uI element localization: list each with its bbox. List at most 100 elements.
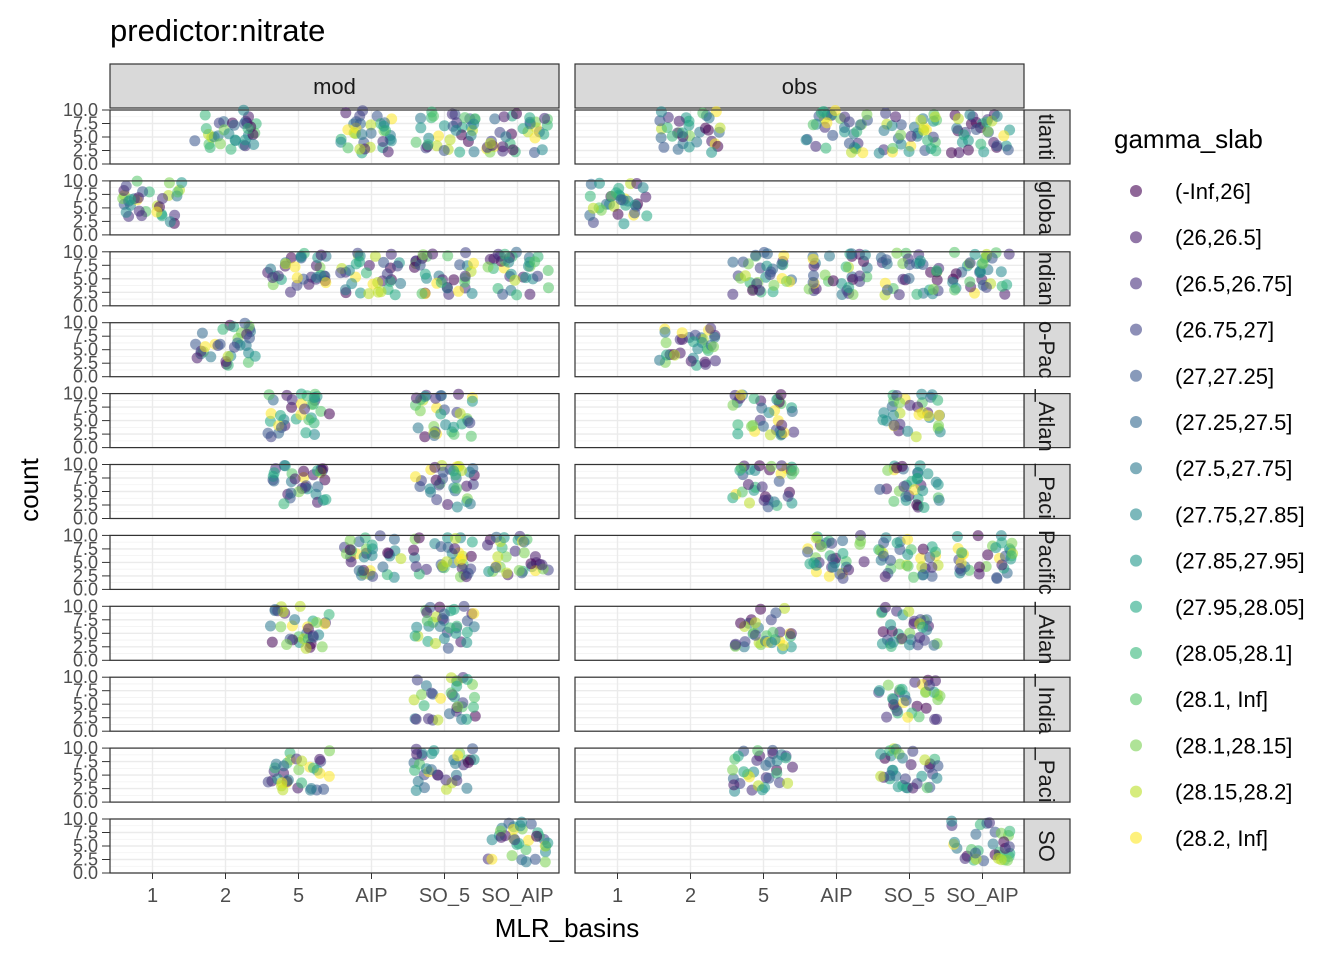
scatter-point <box>324 745 335 757</box>
scatter-point <box>465 430 477 442</box>
scatter-point <box>996 559 1008 571</box>
scatter-point <box>594 177 605 189</box>
scatter-point <box>946 815 958 827</box>
scatter-point <box>933 409 945 421</box>
legend-label: (26.5,26.75] <box>1175 271 1292 296</box>
scatter-point <box>385 248 397 260</box>
y-tick-label: 5.0 <box>73 127 98 147</box>
scatter-point <box>438 633 450 644</box>
scatter-point <box>641 210 653 222</box>
panel-SO-mod <box>109 816 560 874</box>
scatter-point <box>291 272 303 284</box>
scatter-point <box>320 277 332 289</box>
scatter-point <box>497 288 509 300</box>
scatter-point <box>998 130 1010 142</box>
scatter-point <box>262 427 274 439</box>
scatter-point <box>821 117 833 129</box>
scatter-point <box>934 690 946 702</box>
scatter-point <box>931 274 943 286</box>
scatter-point <box>308 417 320 429</box>
scatter-point <box>295 251 307 263</box>
panel-border <box>109 747 560 803</box>
scatter-point <box>780 752 792 764</box>
scatter-point <box>323 408 335 420</box>
y-tick-label: 2.5 <box>73 353 98 373</box>
scatter-point <box>820 142 832 154</box>
scatter-point <box>808 270 819 282</box>
scatter-point <box>910 431 922 443</box>
scatter-point <box>891 705 903 717</box>
panel-border <box>574 322 1025 378</box>
scatter-point <box>975 138 987 150</box>
scatter-point <box>410 392 422 404</box>
scatter-point <box>925 143 937 155</box>
panel-global-mod <box>109 175 560 236</box>
y-tick-label: 5.0 <box>73 269 98 289</box>
scatter-point <box>249 350 261 362</box>
panel-S_Indian-obs <box>574 674 1025 732</box>
scatter-point <box>877 414 889 426</box>
scatter-point <box>618 218 630 230</box>
panel-border <box>109 818 560 874</box>
scatter-point <box>677 127 688 139</box>
y-tick-label: 7.5 <box>73 468 98 488</box>
scatter-point <box>766 637 778 649</box>
scatter-point <box>749 629 761 641</box>
scatter-point <box>492 551 504 563</box>
scatter-point <box>354 256 365 268</box>
scatter-point <box>300 642 312 654</box>
scatter-point <box>299 403 310 415</box>
scatter-point <box>382 547 394 559</box>
panel-Pacific-mod <box>109 530 560 591</box>
scatter-point <box>410 561 422 573</box>
scatter-point <box>453 285 464 297</box>
scatter-point <box>461 637 473 648</box>
scatter-point <box>316 641 328 653</box>
scatter-point <box>468 608 480 619</box>
scatter-point <box>1006 537 1018 549</box>
scatter-point <box>613 182 625 194</box>
scatter-point <box>286 394 298 406</box>
scatter-point <box>692 343 704 355</box>
scatter-point <box>372 277 384 288</box>
scatter-point <box>269 605 281 617</box>
legend-title: gamma_slab <box>1114 124 1263 154</box>
scatter-point <box>629 207 641 219</box>
scatter-point <box>416 689 427 701</box>
scatter-point <box>465 130 477 142</box>
scatter-point <box>1003 248 1015 260</box>
legend-label: (27.95,28.05] <box>1175 595 1305 620</box>
scatter-point <box>843 282 855 293</box>
scatter-point <box>885 619 897 631</box>
scatter-point <box>280 258 292 270</box>
scatter-point <box>525 558 537 570</box>
scatter-point <box>705 322 717 334</box>
scatter-point <box>776 419 788 431</box>
scatter-point <box>437 560 449 572</box>
scatter-point <box>727 764 739 776</box>
legend-key <box>1130 785 1142 798</box>
legend-item: (27.85,27.95] <box>1130 549 1305 574</box>
scatter-point <box>323 770 335 782</box>
scatter-point <box>931 265 943 277</box>
scatter-point <box>411 621 423 633</box>
y-tick-label: 10.0 <box>63 100 98 120</box>
scatter-point <box>827 561 839 573</box>
scatter-point <box>786 406 798 417</box>
scatter-point <box>776 258 788 270</box>
scatter-point <box>928 639 940 651</box>
scatter-point <box>164 216 176 228</box>
facet-label-obs: obs <box>782 74 817 99</box>
scatter-point <box>655 132 667 144</box>
scatter-point <box>734 464 746 476</box>
panel-border <box>109 180 560 236</box>
scatter-point <box>353 565 365 577</box>
scatter-point <box>917 621 929 633</box>
scatter-point <box>666 130 678 142</box>
scatter-point <box>223 128 235 140</box>
scatter-point <box>442 499 454 510</box>
scatter-point <box>419 782 430 794</box>
legend-key <box>1130 462 1142 475</box>
facet-label-N_Atlantic: _Atlan <box>1034 388 1059 451</box>
scatter-point <box>854 119 866 131</box>
